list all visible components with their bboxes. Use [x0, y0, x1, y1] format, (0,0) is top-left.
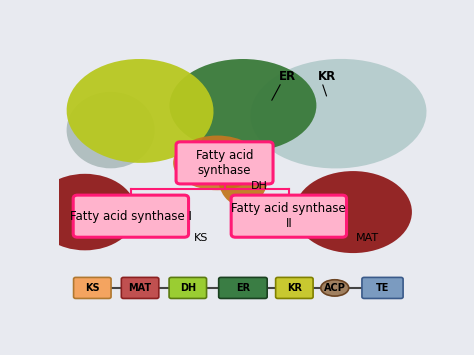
- FancyBboxPatch shape: [362, 277, 403, 299]
- Text: Fatty acid
synthase: Fatty acid synthase: [196, 149, 253, 177]
- Text: KR: KR: [318, 70, 337, 83]
- FancyBboxPatch shape: [73, 277, 111, 299]
- Ellipse shape: [250, 59, 427, 168]
- Text: ER: ER: [278, 70, 296, 83]
- Text: MAT: MAT: [356, 233, 379, 243]
- Text: DH: DH: [180, 283, 196, 293]
- FancyBboxPatch shape: [73, 195, 189, 237]
- FancyBboxPatch shape: [121, 277, 159, 299]
- Text: DH: DH: [251, 181, 268, 191]
- Ellipse shape: [173, 136, 261, 190]
- Ellipse shape: [67, 59, 213, 163]
- Ellipse shape: [66, 92, 155, 168]
- Text: MAT: MAT: [128, 283, 152, 293]
- FancyBboxPatch shape: [275, 277, 313, 299]
- FancyBboxPatch shape: [176, 142, 273, 184]
- Text: ER: ER: [236, 283, 250, 293]
- Text: KS: KS: [193, 233, 208, 243]
- Ellipse shape: [321, 280, 349, 296]
- Text: KR: KR: [287, 283, 302, 293]
- Text: ACP: ACP: [324, 283, 346, 293]
- Ellipse shape: [34, 174, 137, 250]
- FancyBboxPatch shape: [219, 277, 267, 299]
- Text: TE: TE: [376, 283, 389, 293]
- Text: KS: KS: [85, 283, 100, 293]
- Ellipse shape: [169, 59, 317, 152]
- Ellipse shape: [217, 141, 269, 207]
- Text: Fatty acid synthase I: Fatty acid synthase I: [70, 210, 192, 223]
- FancyBboxPatch shape: [231, 195, 346, 237]
- Ellipse shape: [294, 171, 412, 253]
- FancyBboxPatch shape: [169, 277, 207, 299]
- Text: Fatty acid synthase
II: Fatty acid synthase II: [231, 202, 346, 230]
